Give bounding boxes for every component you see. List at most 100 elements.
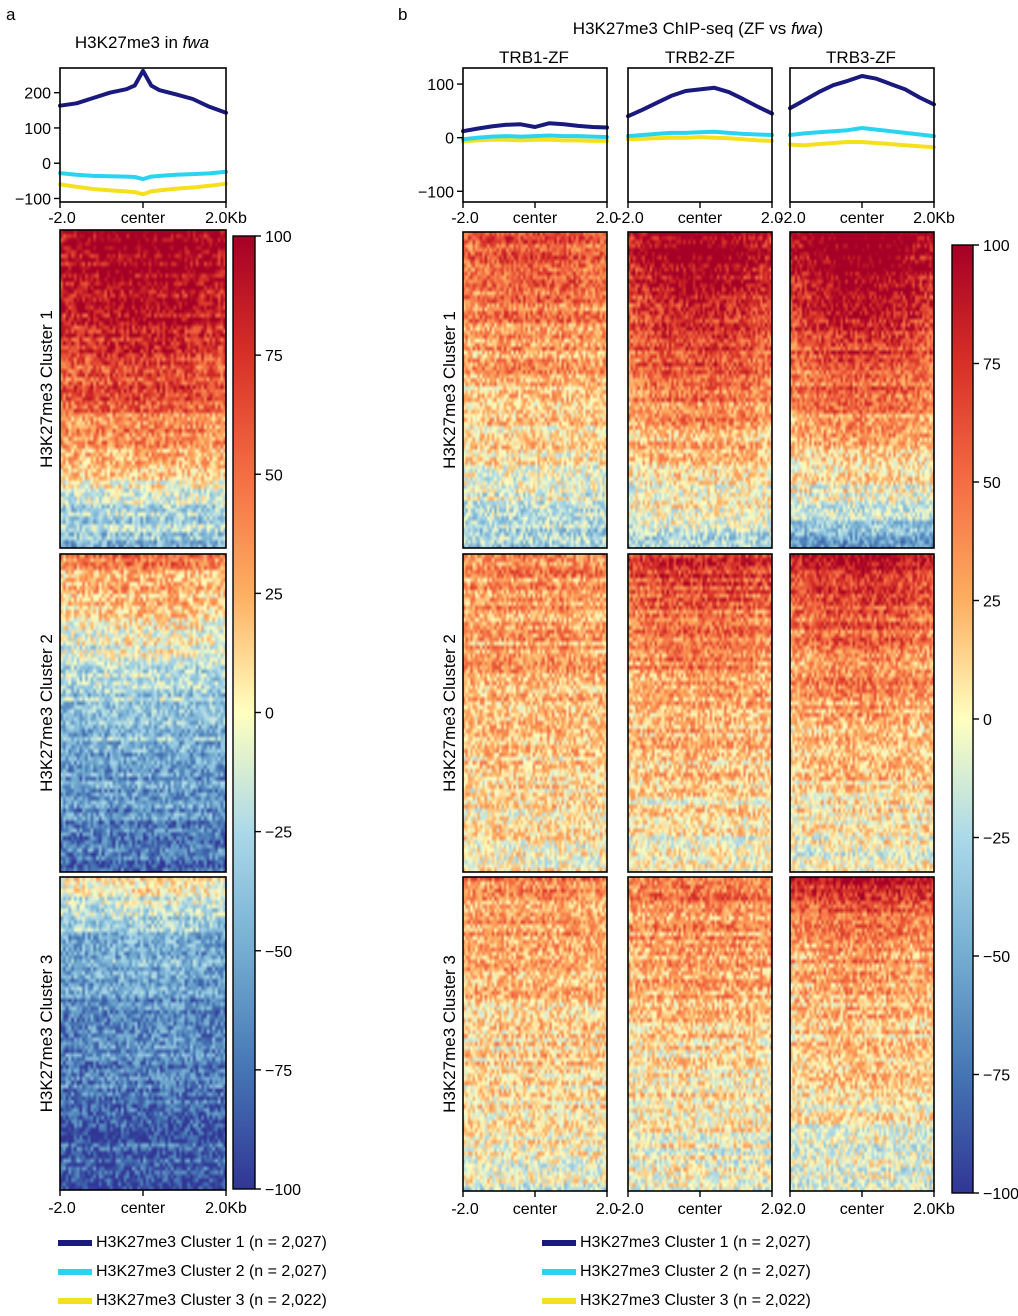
panel-a-title-italic: fwa <box>183 33 209 52</box>
x-tick-label: center <box>840 1201 885 1218</box>
legend-swatch-cluster3 <box>58 1297 92 1304</box>
colorbar-tick-label: 50 <box>265 467 283 484</box>
colorbar-tick-label: −75 <box>265 1063 292 1080</box>
heatmap-image <box>60 554 226 872</box>
heatmap-block <box>59 876 227 1191</box>
y-tick-label: 0 <box>42 156 51 173</box>
x-tick-label: center <box>121 210 166 227</box>
legend-item: H3K27me3 Cluster 1 (n = 2,027) <box>542 1228 811 1257</box>
legend-label: H3K27me3 Cluster 3 (n = 2,022) <box>96 1291 327 1309</box>
profile-plot-0: 200 100 0 −100 -2.0 center 2.0Kb <box>15 67 247 227</box>
heatmap-block <box>789 231 935 549</box>
legend-swatch-cluster1 <box>58 1239 92 1246</box>
heatmap-block <box>627 553 773 873</box>
legend-swatch-cluster3 <box>542 1297 576 1304</box>
x-tick-label: 2.0Kb <box>205 210 247 227</box>
legend-item: H3K27me3 Cluster 2 (n = 2,027) <box>58 1257 327 1286</box>
legend-item: H3K27me3 Cluster 1 (n = 2,027) <box>58 1228 327 1257</box>
x-tick-label: center <box>513 210 558 227</box>
colorbar-tick-label: −50 <box>265 944 292 961</box>
heatmap-block <box>462 231 608 549</box>
legend-label: H3K27me3 Cluster 1 (n = 2,027) <box>580 1233 811 1251</box>
panel-b-letter: b <box>398 5 407 24</box>
y-tick-label: −100 <box>15 191 51 208</box>
x-tick-label: 2.0 <box>596 1201 618 1218</box>
heatmap-image <box>463 232 607 548</box>
sample-title-trb3: TRB3-ZF <box>826 48 896 67</box>
legend-item: H3K27me3 Cluster 3 (n = 2,022) <box>542 1286 811 1315</box>
heatmap-frame <box>59 229 227 549</box>
colorbar-gradient <box>951 244 974 1194</box>
colorbar-tick-label: −100 <box>983 1186 1018 1203</box>
x-tick-label: 2.0Kb <box>205 1200 247 1217</box>
profile-plots: 200 100 0 −100 -2.0 center 2.0Kb 100 0 −100 -2.0 ce… <box>15 67 955 227</box>
legend-swatch-cluster2 <box>542 1268 576 1275</box>
heatmap-image <box>790 232 934 548</box>
cluster-labels: H3K27me3 Cluster 1 H3K27me3 Cluster 2 H3K2… <box>37 310 459 1113</box>
colorbar-tick-label: 25 <box>983 594 1001 611</box>
panel-b-title-italic: fwa <box>791 19 817 38</box>
x-tick-label: 2.0 <box>761 210 783 227</box>
profile-plot-2: -2.0 center 2.0 <box>616 67 783 227</box>
heatmap-image <box>628 232 772 548</box>
colorbar-tick-label: −25 <box>983 831 1010 848</box>
colorbar-tick-label: 100 <box>265 229 292 246</box>
legend-swatch-cluster1 <box>542 1239 576 1246</box>
colorbar-tick-label: 75 <box>983 357 1001 374</box>
colorbar-tick-label: 0 <box>265 706 274 723</box>
profile-plot-3: -2.0 center 2.0Kb <box>778 67 955 227</box>
y-tick-label: 0 <box>445 131 454 148</box>
x-tick-label: -2.0 <box>451 210 479 227</box>
heatmap-frame <box>462 231 608 549</box>
sample-title-trb2: TRB2-ZF <box>665 48 735 67</box>
heatmap-image <box>790 554 934 872</box>
x-tick-label: center <box>678 1201 723 1218</box>
profile-line-cluster1 <box>626 85 774 119</box>
heatmap-block <box>627 876 773 1192</box>
profile-line-cluster3 <box>788 140 936 150</box>
cluster-label-b-2: H3K27me3 Cluster 2 <box>440 634 459 792</box>
heatmap-image <box>463 877 607 1191</box>
legend-swatch-cluster2 <box>58 1268 92 1275</box>
panel-a-letter: a <box>6 5 16 24</box>
heatmap-image <box>790 877 934 1191</box>
panel-b-title: H3K27me3 ChIP-seq (ZF vs fwa) <box>573 19 823 38</box>
y-tick-label: 100 <box>24 121 51 138</box>
colorbar-tick-label: −100 <box>265 1182 301 1199</box>
x-tick-label: -2.0 <box>48 1200 76 1217</box>
cluster-label-b-3: H3K27me3 Cluster 3 <box>440 955 459 1113</box>
colorbar-tick-label: −75 <box>983 1068 1010 1085</box>
heatmap-frame <box>462 553 608 873</box>
x-tick-label: center <box>513 1201 558 1218</box>
profile-line-cluster3 <box>461 137 609 144</box>
legend-label: H3K27me3 Cluster 1 (n = 2,027) <box>96 1233 327 1251</box>
heatmap-frame <box>627 553 773 873</box>
profile-line-cluster3 <box>58 181 228 197</box>
cluster-label-b-1: H3K27me3 Cluster 1 <box>440 311 459 469</box>
x-tick-label: center <box>121 1200 166 1217</box>
heatmap-block <box>59 553 227 873</box>
heatmap-image <box>628 877 772 1191</box>
colorbar-tick-label: 75 <box>265 348 283 365</box>
legend-label: H3K27me3 Cluster 3 (n = 2,022) <box>580 1291 811 1309</box>
x-tick-label: -2.0 <box>48 210 76 227</box>
legend-item: H3K27me3 Cluster 2 (n = 2,027) <box>542 1257 811 1286</box>
legend-a: H3K27me3 Cluster 1 (n = 2,027) H3K27me3 … <box>58 1228 327 1315</box>
x-tick-label: -2.0 <box>451 1201 479 1218</box>
heatmap-frame <box>789 553 935 873</box>
x-tick-label: -2.0 <box>616 210 644 227</box>
x-tick-label: 2.0Kb <box>913 1201 955 1218</box>
x-tick-label: 2.0 <box>761 1201 783 1218</box>
cluster-label-a-1: H3K27me3 Cluster 1 <box>37 310 56 468</box>
x-tick-label: -2.0 <box>778 1201 806 1218</box>
colorbar-tick-label: 0 <box>983 712 992 729</box>
colorbar: 100 75 50 25 0 −25 −50 −75 −100 <box>951 238 1018 1203</box>
x-tick-label: center <box>678 210 723 227</box>
cluster-label-a-3: H3K27me3 Cluster 3 <box>37 955 56 1113</box>
y-tick-label: −100 <box>418 184 454 201</box>
profile-frame <box>59 67 227 203</box>
profile-line-cluster1 <box>788 74 936 111</box>
heatmap-frame <box>789 231 935 549</box>
heatmap-image <box>60 230 226 548</box>
profile-line-cluster2 <box>461 133 609 142</box>
